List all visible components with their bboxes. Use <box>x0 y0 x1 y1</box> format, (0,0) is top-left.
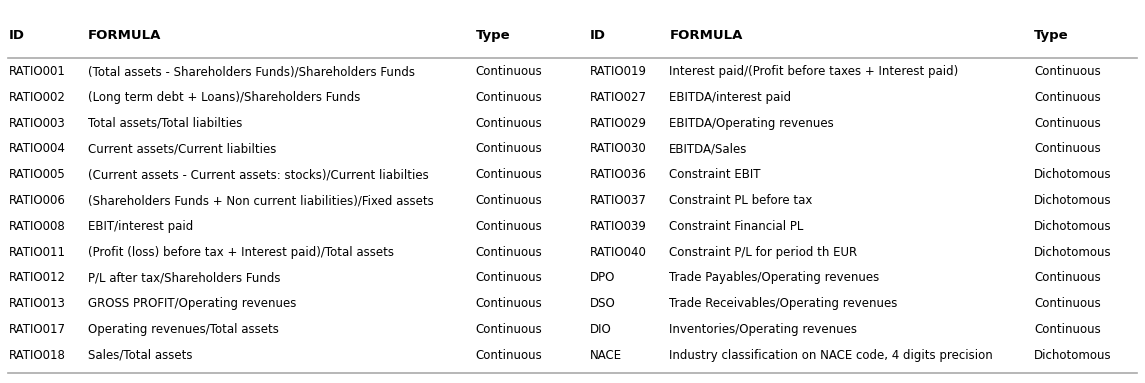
Text: Continuous: Continuous <box>475 91 543 104</box>
Text: RATIO017: RATIO017 <box>8 323 65 336</box>
Text: Continuous: Continuous <box>475 65 543 78</box>
Text: Continuous: Continuous <box>1034 65 1100 78</box>
Text: Constraint P/L for period th EUR: Constraint P/L for period th EUR <box>670 246 858 259</box>
Text: Constraint PL before tax: Constraint PL before tax <box>670 194 813 207</box>
Text: Continuous: Continuous <box>475 323 543 336</box>
Text: Trade Payables/Operating revenues: Trade Payables/Operating revenues <box>670 272 879 285</box>
Text: RATIO001: RATIO001 <box>8 65 65 78</box>
Text: Dichotomous: Dichotomous <box>1034 220 1112 233</box>
Text: Continuous: Continuous <box>475 349 543 362</box>
Text: (Total assets - Shareholders Funds)/Shareholders Funds: (Total assets - Shareholders Funds)/Shar… <box>88 65 416 78</box>
Text: Total assets/Total liabilties: Total assets/Total liabilties <box>88 117 243 129</box>
Text: Dichotomous: Dichotomous <box>1034 168 1112 181</box>
Text: (Current assets - Current assets: stocks)/Current liabilties: (Current assets - Current assets: stocks… <box>88 168 429 181</box>
Text: Continuous: Continuous <box>1034 272 1100 285</box>
Text: Sales/Total assets: Sales/Total assets <box>88 349 192 362</box>
Text: Constraint Financial PL: Constraint Financial PL <box>670 220 804 233</box>
Text: RATIO004: RATIO004 <box>8 142 65 155</box>
Text: Current assets/Current liabilties: Current assets/Current liabilties <box>88 142 277 155</box>
Text: Continuous: Continuous <box>1034 323 1100 336</box>
Text: Continuous: Continuous <box>475 246 543 259</box>
Text: P/L after tax/Shareholders Funds: P/L after tax/Shareholders Funds <box>88 272 281 285</box>
Text: EBITDA/Sales: EBITDA/Sales <box>670 142 748 155</box>
Text: (Long term debt + Loans)/Shareholders Funds: (Long term debt + Loans)/Shareholders Fu… <box>88 91 361 104</box>
Text: GROSS PROFIT/Operating revenues: GROSS PROFIT/Operating revenues <box>88 297 297 310</box>
Text: Continuous: Continuous <box>475 142 543 155</box>
Text: RATIO006: RATIO006 <box>8 194 65 207</box>
Text: EBITDA/Operating revenues: EBITDA/Operating revenues <box>670 117 834 129</box>
Text: RATIO003: RATIO003 <box>8 117 65 129</box>
Text: RATIO011: RATIO011 <box>8 246 65 259</box>
Text: Type: Type <box>475 29 511 42</box>
Text: Continuous: Continuous <box>1034 142 1100 155</box>
Text: RATIO040: RATIO040 <box>590 246 647 259</box>
Text: Trade Receivables/Operating revenues: Trade Receivables/Operating revenues <box>670 297 898 310</box>
Text: RATIO027: RATIO027 <box>590 91 647 104</box>
Text: Continuous: Continuous <box>1034 297 1100 310</box>
Text: (Profit (loss) before tax + Interest paid)/Total assets: (Profit (loss) before tax + Interest pai… <box>88 246 394 259</box>
Text: Continuous: Continuous <box>475 117 543 129</box>
Text: RATIO018: RATIO018 <box>8 349 65 362</box>
Text: Dichotomous: Dichotomous <box>1034 349 1112 362</box>
Text: Continuous: Continuous <box>475 194 543 207</box>
Text: RATIO005: RATIO005 <box>8 168 65 181</box>
Text: RATIO039: RATIO039 <box>590 220 647 233</box>
Text: Continuous: Continuous <box>1034 91 1100 104</box>
Text: Dichotomous: Dichotomous <box>1034 246 1112 259</box>
Text: RATIO030: RATIO030 <box>590 142 646 155</box>
Text: DSO: DSO <box>590 297 615 310</box>
Text: Continuous: Continuous <box>475 220 543 233</box>
Text: FORMULA: FORMULA <box>88 29 161 42</box>
Text: Constraint EBIT: Constraint EBIT <box>670 168 761 181</box>
Text: ID: ID <box>8 29 24 42</box>
Text: Continuous: Continuous <box>1034 117 1100 129</box>
Text: RATIO029: RATIO029 <box>590 117 647 129</box>
Text: RATIO019: RATIO019 <box>590 65 647 78</box>
Text: Interest paid/(Profit before taxes + Interest paid): Interest paid/(Profit before taxes + Int… <box>670 65 958 78</box>
Text: Operating revenues/Total assets: Operating revenues/Total assets <box>88 323 279 336</box>
Text: ID: ID <box>590 29 606 42</box>
Text: Type: Type <box>1034 29 1068 42</box>
Text: Industry classification on NACE code, 4 digits precision: Industry classification on NACE code, 4 … <box>670 349 993 362</box>
Text: DIO: DIO <box>590 323 611 336</box>
Text: Continuous: Continuous <box>475 168 543 181</box>
Text: NACE: NACE <box>590 349 622 362</box>
Text: FORMULA: FORMULA <box>670 29 743 42</box>
Text: RATIO008: RATIO008 <box>8 220 65 233</box>
Text: Continuous: Continuous <box>475 272 543 285</box>
Text: RATIO013: RATIO013 <box>8 297 65 310</box>
Text: EBIT/interest paid: EBIT/interest paid <box>88 220 194 233</box>
Text: Inventories/Operating revenues: Inventories/Operating revenues <box>670 323 858 336</box>
Text: RATIO012: RATIO012 <box>8 272 65 285</box>
Text: Dichotomous: Dichotomous <box>1034 194 1112 207</box>
Text: RATIO036: RATIO036 <box>590 168 647 181</box>
Text: RATIO002: RATIO002 <box>8 91 65 104</box>
Text: RATIO037: RATIO037 <box>590 194 647 207</box>
Text: Continuous: Continuous <box>475 297 543 310</box>
Text: (Shareholders Funds + Non current liabilities)/Fixed assets: (Shareholders Funds + Non current liabil… <box>88 194 434 207</box>
Text: EBITDA/interest paid: EBITDA/interest paid <box>670 91 791 104</box>
Text: DPO: DPO <box>590 272 615 285</box>
